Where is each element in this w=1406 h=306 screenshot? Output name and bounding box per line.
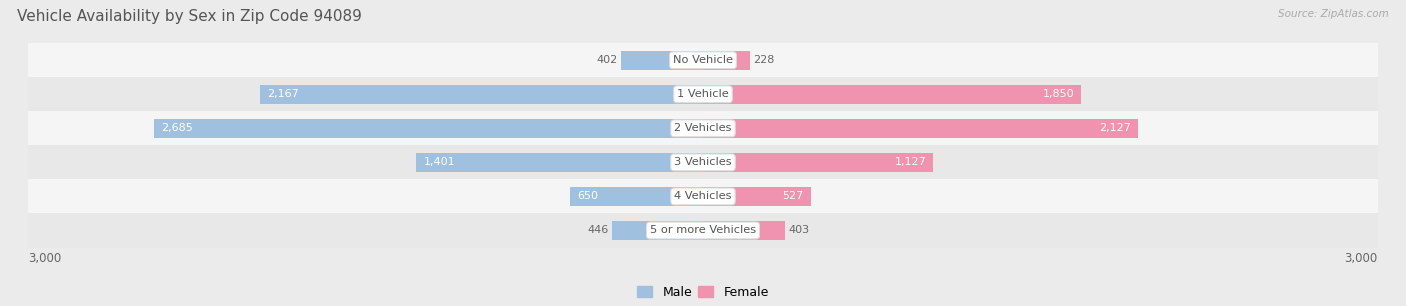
Text: 1 Vehicle: 1 Vehicle bbox=[678, 89, 728, 99]
Text: 1,850: 1,850 bbox=[1043, 89, 1074, 99]
Bar bbox=[260, 85, 703, 104]
Text: 3,000: 3,000 bbox=[1344, 252, 1378, 265]
Text: Vehicle Availability by Sex in Zip Code 94089: Vehicle Availability by Sex in Zip Code … bbox=[17, 9, 361, 24]
Text: 1,401: 1,401 bbox=[423, 157, 456, 167]
Bar bbox=[153, 119, 703, 138]
Text: 2 Vehicles: 2 Vehicles bbox=[675, 123, 731, 133]
Text: 1,127: 1,127 bbox=[894, 157, 927, 167]
Legend: Male, Female: Male, Female bbox=[633, 281, 773, 304]
Bar bbox=[18, 111, 1388, 145]
Text: 2,167: 2,167 bbox=[267, 89, 298, 99]
Bar bbox=[703, 51, 749, 69]
Text: 2,685: 2,685 bbox=[162, 123, 193, 133]
Bar bbox=[569, 187, 703, 206]
Text: 5 or more Vehicles: 5 or more Vehicles bbox=[650, 226, 756, 236]
Text: 527: 527 bbox=[782, 192, 804, 201]
Bar bbox=[703, 119, 1137, 138]
Bar bbox=[703, 187, 811, 206]
Text: 446: 446 bbox=[588, 226, 609, 236]
Bar bbox=[703, 85, 1081, 104]
Text: 2,127: 2,127 bbox=[1099, 123, 1130, 133]
Bar bbox=[18, 214, 1388, 248]
Text: 3 Vehicles: 3 Vehicles bbox=[675, 157, 731, 167]
Text: Source: ZipAtlas.com: Source: ZipAtlas.com bbox=[1278, 9, 1389, 19]
Text: No Vehicle: No Vehicle bbox=[673, 55, 733, 65]
Text: 4 Vehicles: 4 Vehicles bbox=[675, 192, 731, 201]
Bar bbox=[703, 153, 934, 172]
Bar bbox=[18, 43, 1388, 77]
Text: 228: 228 bbox=[752, 55, 775, 65]
Bar bbox=[612, 221, 703, 240]
Text: 650: 650 bbox=[578, 192, 598, 201]
Bar bbox=[416, 153, 703, 172]
Bar bbox=[18, 77, 1388, 111]
Text: 403: 403 bbox=[789, 226, 810, 236]
Bar bbox=[703, 221, 786, 240]
Text: 402: 402 bbox=[596, 55, 617, 65]
Bar bbox=[18, 145, 1388, 179]
Bar bbox=[18, 179, 1388, 214]
Bar bbox=[621, 51, 703, 69]
Text: 3,000: 3,000 bbox=[28, 252, 62, 265]
